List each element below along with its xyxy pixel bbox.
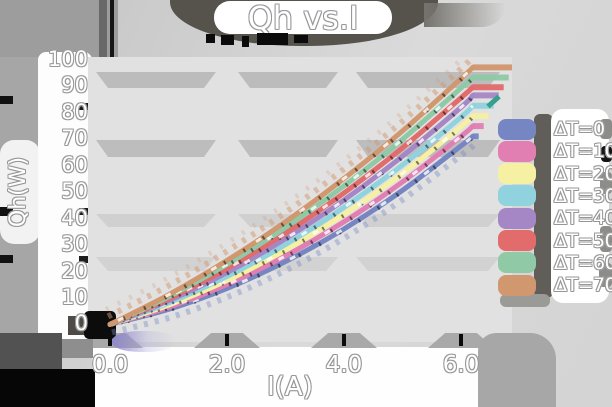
- y-tick-label: 0: [74, 311, 88, 336]
- ghost-tick-mark: [79, 256, 88, 263]
- legend-label: ΔT=30: [554, 184, 612, 207]
- ghost-artifact-legend-smear: [534, 114, 553, 298]
- legend-swatch: [498, 207, 536, 229]
- ghost-artifact-title-smear: [424, 3, 506, 27]
- ghost-gridline: [96, 257, 216, 271]
- legend-swatch: [498, 163, 536, 185]
- legend-label: ΔT=20: [554, 162, 612, 185]
- ghost-artifact-stripe: [110, 0, 114, 57]
- x-axis-label-strip: [92, 347, 512, 407]
- x-tick-label: 6.0: [442, 352, 480, 378]
- y-tick-label: 30: [61, 232, 88, 257]
- ghost-gridline: [238, 72, 338, 88]
- ghost-artifact-bottom-left: [0, 369, 95, 407]
- y-tick-label: 80: [61, 99, 88, 124]
- legend-label: ΔT=40: [554, 207, 612, 230]
- ghost-artifact-origin: [68, 316, 88, 335]
- ghost-artifact-top-left: [0, 0, 118, 57]
- ghost-gridline: [96, 72, 216, 88]
- y-tick-label: 70: [61, 126, 88, 151]
- x-tick-label: 2.0: [208, 352, 246, 378]
- x-tick-label: 0.0: [91, 352, 129, 378]
- ghost-artifact-legend-edge: [600, 119, 612, 139]
- ghost-artifact-bottom-right: [478, 333, 556, 407]
- ghost-gridline: [356, 72, 500, 88]
- legend-label: ΔT=10: [554, 140, 612, 163]
- ghost-artifact-bottom-left: [62, 339, 93, 358]
- x-tick-label: 4.0: [325, 352, 363, 378]
- ghost-gridline: [96, 214, 216, 227]
- ghost-artifact-dash: [257, 33, 288, 45]
- ghost-tick-mark: [79, 208, 88, 215]
- legend-swatch: [498, 274, 536, 296]
- ghost-artifact-halo: [0, 140, 40, 244]
- y-tick-label: 10: [61, 284, 88, 309]
- x-ghost-tick-dash: [342, 334, 346, 346]
- ghost-gridline: [238, 140, 338, 157]
- ghost-artifact-legend-smear: [500, 294, 550, 307]
- y-tick-label: 50: [61, 179, 88, 204]
- legend-label: ΔT=0: [554, 118, 605, 140]
- ghost-tick-mark: [79, 103, 88, 110]
- ghost-artifact-legend-edge: [600, 172, 612, 194]
- plot-area: [88, 57, 512, 342]
- y-tick-label: 40: [61, 205, 88, 230]
- x-ghost-tick-dash: [225, 334, 229, 346]
- ghost-artifact-dash: [242, 36, 249, 47]
- title-background-pill: [214, 1, 392, 34]
- x-ghost-tick-dash: [108, 334, 112, 346]
- y-tick-label: 100: [47, 47, 88, 71]
- ghost-gridline: [238, 257, 338, 271]
- y-tick-label: 90: [61, 73, 88, 98]
- legend-swatch: [498, 252, 536, 274]
- y-axis-title: Qh(W): [6, 156, 31, 228]
- ghost-artifact-dash: [294, 35, 308, 43]
- legend-label: ΔT=70: [554, 274, 612, 297]
- y-axis-label-strip: [38, 52, 92, 342]
- ghost-gridline: [238, 214, 338, 227]
- ghost-tick-mark: [0, 255, 13, 263]
- ghost-tick-mark: [0, 207, 13, 216]
- ghost-gridline: [96, 140, 216, 157]
- ghost-artifact-legend-edge: [601, 146, 612, 162]
- ghost-tick-mark: [0, 96, 13, 104]
- ghost-artifact-dash: [206, 34, 215, 43]
- ghost-gridline: [356, 257, 500, 271]
- legend-swatch: [498, 185, 536, 207]
- y-tick-label: 20: [61, 258, 88, 283]
- y-tick-label: 60: [61, 152, 88, 177]
- x-ghost-tick-dash: [459, 334, 463, 346]
- legend-swatch: [498, 118, 536, 140]
- ghost-artifact-stripe: [99, 0, 107, 57]
- chart-title: Qh vs.I: [247, 0, 359, 37]
- ghost-artifact-legend-edge: [600, 226, 612, 252]
- ghost-artifact-legend-edge: [599, 263, 612, 287]
- legend-label: ΔT=60: [554, 251, 612, 274]
- ghost-artifact-purple-smear: [112, 331, 176, 352]
- ghost-gridline: [356, 140, 500, 157]
- ghost-artifact-bottom-left: [0, 333, 62, 370]
- legend-label: ΔT=50: [554, 229, 612, 252]
- legend-swatch: [498, 230, 536, 251]
- legend-swatch: [498, 140, 536, 162]
- ghost-artifact-dash: [221, 35, 234, 45]
- x-axis-title: I(A): [267, 372, 313, 402]
- ghost-gridline: [356, 214, 500, 227]
- ghost-artifact-origin: [84, 311, 116, 339]
